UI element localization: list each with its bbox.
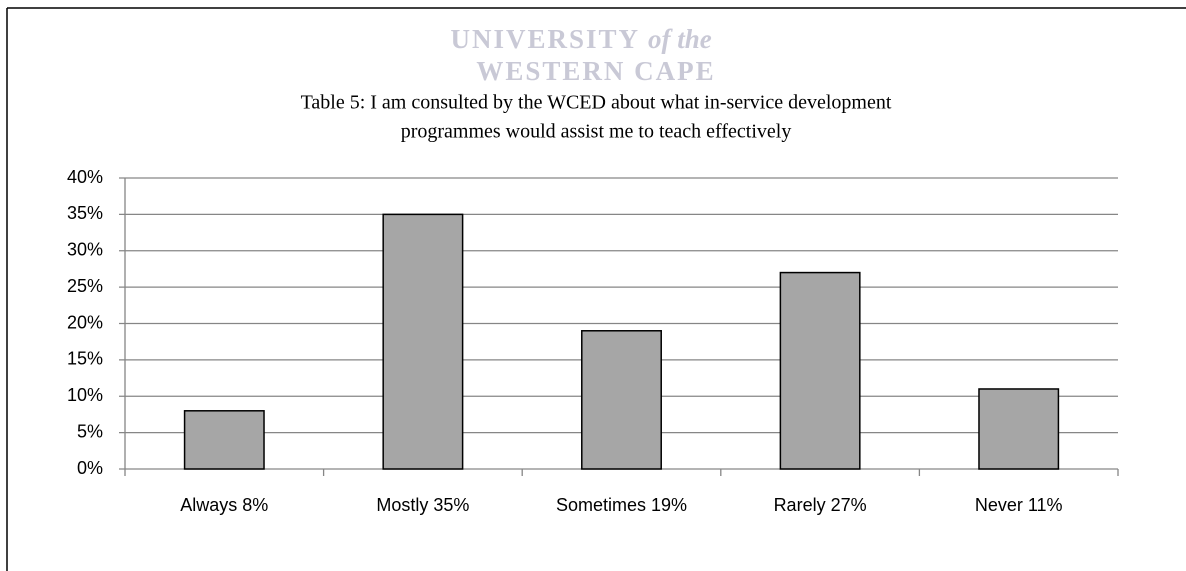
y-tick-label: 25% (67, 276, 103, 296)
y-tick-label: 35% (67, 203, 103, 223)
x-tick-label: Always 8% (180, 495, 268, 515)
y-tick-label: 0% (77, 458, 103, 478)
watermark: of the (648, 24, 712, 54)
bar (382, 213, 464, 470)
y-tick-label: 40% (67, 167, 103, 187)
bar (779, 271, 861, 470)
y-tick-label: 15% (67, 349, 103, 369)
x-tick-label: Never 11% (975, 495, 1063, 515)
x-tick-label: Sometimes 19% (556, 495, 687, 515)
x-tick-label: Rarely 27% (774, 495, 867, 515)
chart-title: Table 5: I am consulted by the WCED abou… (301, 92, 892, 114)
watermark: WESTERN CAPE (476, 56, 715, 86)
chart-title: programmes would assist me to teach effe… (401, 121, 792, 143)
y-tick-label: 20% (67, 312, 103, 332)
bar (183, 410, 265, 470)
y-tick-label: 5% (77, 421, 103, 441)
bar (978, 388, 1060, 470)
x-tick-label: Mostly 35% (376, 495, 469, 515)
bar (581, 330, 662, 470)
watermark: UNIVERSITY (450, 24, 640, 54)
y-tick-label: 10% (67, 385, 103, 405)
y-tick-label: 30% (67, 240, 103, 260)
